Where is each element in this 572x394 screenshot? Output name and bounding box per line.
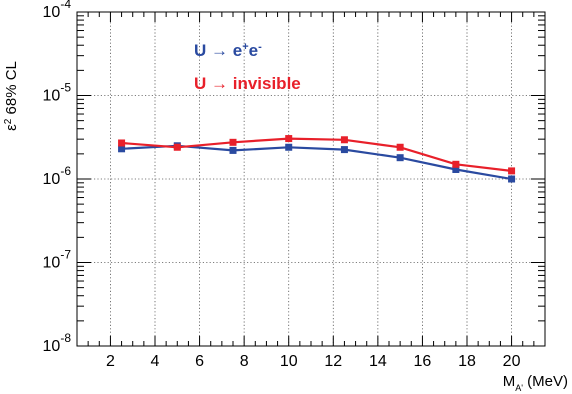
- axis-ticks: [76, 11, 546, 347]
- x-tick-label: 4: [151, 353, 160, 370]
- y-axis-title: ε2 68% CL: [3, 61, 21, 131]
- series-0-point: [340, 146, 348, 154]
- legend-entry-ee-sup1: +: [242, 41, 248, 53]
- series-1-point: [173, 143, 181, 151]
- series-1-point: [285, 135, 293, 143]
- y-tick-label: 10-8: [43, 331, 72, 355]
- x-tick-label: 6: [195, 353, 204, 370]
- series-layer: [118, 135, 516, 183]
- series-0-point: [508, 175, 516, 183]
- y-tick-label: 10-4: [43, 0, 72, 21]
- series-1-point: [340, 136, 348, 144]
- grid-lines: [77, 12, 545, 346]
- y-tick-label: 10-5: [43, 81, 72, 105]
- y-axis-title-symbol: ε: [3, 124, 20, 131]
- x-tick-label: 16: [414, 353, 432, 370]
- x-tick-labels: 2 4 6 8 10 12 14 16 18 20: [106, 353, 521, 370]
- x-tick-label: 18: [458, 353, 476, 370]
- legend-entry-invisible-main: U → invisible: [194, 74, 301, 93]
- x-axis-title-unit: (MeV): [523, 373, 568, 390]
- series-1-point: [452, 160, 460, 168]
- y-tick-base: 10: [43, 255, 61, 272]
- series-0-point: [285, 143, 293, 151]
- series-1-point: [508, 167, 516, 175]
- series-0-point: [118, 145, 126, 153]
- x-axis-title-symbol: M: [503, 373, 516, 390]
- series-0-point: [452, 165, 460, 173]
- y-tick-base: 10: [43, 4, 61, 21]
- y-tick-labels: 10-810-710-610-510-4: [43, 0, 72, 355]
- y-tick-label: 10-7: [43, 248, 72, 272]
- x-axis-title: MA' (MeV): [503, 373, 568, 393]
- legend-entry-ee: U → e+e-: [194, 41, 262, 60]
- x-axis-title-subscript: A': [515, 383, 523, 393]
- series-1-point: [229, 138, 237, 146]
- x-tick-label: 10: [280, 353, 298, 370]
- legend-entry-ee-sup2: -: [258, 41, 262, 53]
- y-tick-label: 10-6: [43, 164, 72, 188]
- legend-entry-invisible: U → invisible: [194, 74, 301, 93]
- y-tick-base: 10: [43, 88, 61, 105]
- y-tick-base: 10: [43, 338, 61, 355]
- y-tick-exponent: -6: [60, 164, 71, 178]
- x-tick-label: 12: [324, 353, 342, 370]
- x-tick-label: 14: [369, 353, 387, 370]
- legend-entry-ee-main: U → e: [194, 41, 242, 60]
- plot-frame: [76, 11, 546, 347]
- y-tick-exponent: -7: [60, 248, 71, 262]
- y-tick-base: 10: [43, 171, 61, 188]
- series-0-point: [396, 154, 404, 162]
- x-tick-label: 2: [106, 353, 115, 370]
- y-tick-exponent: -5: [60, 81, 71, 95]
- y-axis-title-rest: 68% CL: [3, 61, 20, 119]
- x-tick-label: 8: [240, 353, 249, 370]
- series-1-point: [118, 139, 126, 147]
- series-0-point: [229, 146, 237, 154]
- y-tick-exponent: -8: [60, 331, 71, 345]
- series-1-point: [396, 143, 404, 151]
- y-axis-title-exponent: 2: [3, 118, 14, 124]
- x-tick-label: 20: [503, 353, 521, 370]
- y-tick-exponent: -4: [60, 0, 71, 11]
- series-line-1: [121, 137, 512, 172]
- legend-entry-ee-mid: e: [249, 41, 258, 60]
